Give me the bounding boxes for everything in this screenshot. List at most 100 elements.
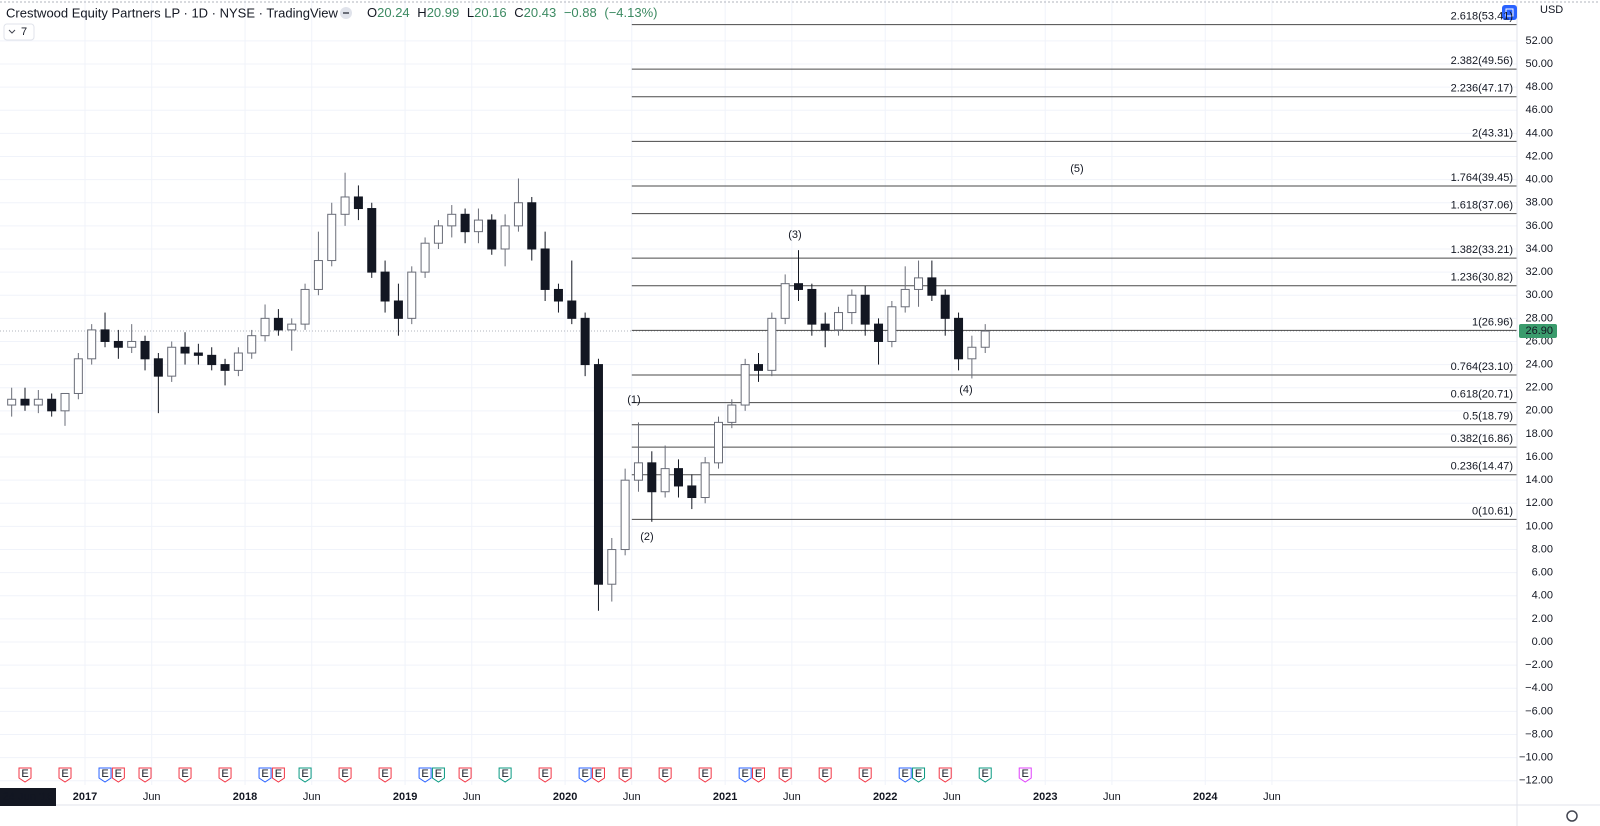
event-marker[interactable] <box>752 767 765 783</box>
indicator-toggle[interactable] <box>3 23 35 41</box>
event-marker[interactable] <box>658 767 672 783</box>
y-tick-label: 28.00 <box>1525 312 1553 324</box>
event-marker[interactable] <box>378 767 392 783</box>
event-marker[interactable] <box>818 767 832 783</box>
y-tick-label: −12.00 <box>1519 775 1553 787</box>
candle-body <box>713 421 723 464</box>
event-marker[interactable] <box>271 767 285 783</box>
settings-icon[interactable] <box>1566 810 1578 822</box>
currency-label[interactable]: USD <box>1540 4 1563 16</box>
candle-body <box>327 213 337 262</box>
event-marker[interactable] <box>738 767 752 783</box>
event-marker[interactable] <box>858 767 872 783</box>
fib-label: 1(26.96) <box>1472 316 1513 328</box>
y-tick-label: 8.00 <box>1532 543 1553 555</box>
candle-body <box>954 317 964 360</box>
y-tick-label: 18.00 <box>1525 428 1553 440</box>
x-tick-label: 2024 <box>1193 791 1218 803</box>
ohlc-value: 20.16 <box>474 5 507 20</box>
event-label: E <box>822 768 829 780</box>
event-marker[interactable] <box>538 767 552 783</box>
event-marker[interactable] <box>698 767 712 783</box>
y-tick-label: 34.00 <box>1525 243 1553 255</box>
candle-body <box>967 346 977 360</box>
fib-label: 2.382(49.56) <box>1451 55 1513 67</box>
event-marker[interactable] <box>912 767 926 783</box>
event-marker[interactable] <box>418 767 432 783</box>
event-marker[interactable] <box>458 767 472 783</box>
candle-body <box>193 352 203 356</box>
plot <box>0 24 1517 611</box>
candle-body <box>980 330 990 348</box>
candle-body <box>393 300 403 319</box>
wave-label: (2) <box>640 531 653 543</box>
x-tick-label: 2017 <box>73 791 97 803</box>
y-tick-label: 0.00 <box>1532 636 1553 648</box>
ohlc-value: 20.24 <box>377 5 410 20</box>
candle-body <box>927 277 937 296</box>
event-marker[interactable] <box>138 767 152 783</box>
candle-body <box>767 317 777 371</box>
event-marker[interactable] <box>591 767 605 783</box>
event-marker[interactable] <box>18 767 32 783</box>
event-marker[interactable] <box>98 767 112 783</box>
candle-body <box>847 294 857 314</box>
y-tick-label: −6.00 <box>1525 705 1553 717</box>
event-label: E <box>181 768 188 780</box>
candle-body <box>33 398 43 406</box>
x-tick-label: 2021 <box>713 791 737 803</box>
event-label: E <box>942 768 949 780</box>
event-marker[interactable] <box>978 767 992 783</box>
event-marker[interactable] <box>298 767 312 783</box>
event-label: E <box>661 768 668 780</box>
event-label: E <box>275 768 282 780</box>
ohlc-value: 20.99 <box>427 5 460 20</box>
event-label: E <box>902 768 909 780</box>
event-marker[interactable] <box>578 767 592 783</box>
event-marker[interactable] <box>111 767 125 783</box>
event-marker[interactable] <box>1018 767 1032 783</box>
fib-label: 1.618(37.06) <box>1451 200 1513 212</box>
candle-body <box>167 346 177 377</box>
ohlc-label: C <box>514 5 523 20</box>
fib-label: 2.236(47.17) <box>1451 83 1513 95</box>
y-tick-label: 10.00 <box>1525 520 1553 532</box>
event-label: E <box>61 768 68 780</box>
ohlc-label: H <box>417 5 426 20</box>
event-marker[interactable] <box>898 767 912 783</box>
candle-body <box>300 288 310 325</box>
candle-body <box>353 196 363 210</box>
indicator-count: 7 <box>21 26 27 38</box>
candle-body <box>420 242 430 273</box>
candle-body <box>834 312 844 331</box>
event-label: E <box>421 768 428 780</box>
last-price-label: 26.90 <box>1525 325 1553 337</box>
event-marker[interactable] <box>178 767 192 783</box>
y-tick-label: −8.00 <box>1525 728 1553 740</box>
candle-body <box>73 358 83 394</box>
y-tick-label: 24.00 <box>1525 358 1553 370</box>
fib-label: 2(43.31) <box>1472 127 1513 139</box>
event-marker[interactable] <box>498 767 512 783</box>
wave-label: (1) <box>627 394 640 406</box>
event-marker[interactable] <box>938 767 952 783</box>
event-marker[interactable] <box>431 767 445 783</box>
x-tick-label: Jun <box>303 791 321 803</box>
event-marker[interactable] <box>218 767 232 783</box>
event-marker[interactable] <box>258 767 272 783</box>
crosshair-date: 24 Jun '16 <box>3 791 53 803</box>
candle-body <box>914 277 924 290</box>
candle-body <box>47 398 57 412</box>
event-marker[interactable] <box>618 767 632 783</box>
event-marker[interactable] <box>778 767 792 783</box>
candle-body <box>794 283 804 290</box>
candle-body <box>874 323 884 342</box>
candle-body <box>687 485 697 499</box>
event-marker[interactable] <box>338 767 352 783</box>
candle-body <box>580 317 590 366</box>
event-marker[interactable] <box>58 767 72 783</box>
wave-label: (4) <box>959 384 972 396</box>
y-tick-label: 20.00 <box>1525 405 1553 417</box>
x-tick-label: 2018 <box>233 791 257 803</box>
